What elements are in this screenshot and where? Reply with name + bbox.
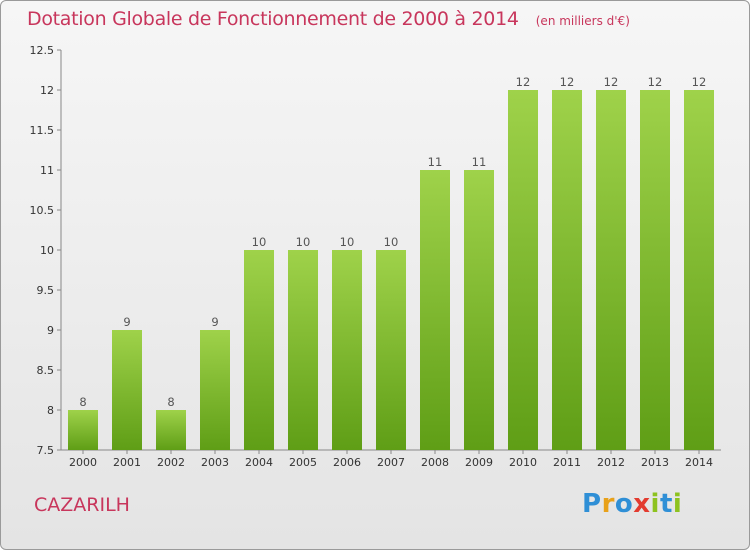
- x-tick-label-2010: 2010: [509, 456, 537, 469]
- chart-subtitle: (en milliers d'€): [535, 14, 630, 28]
- x-tick-label-2003: 2003: [201, 456, 229, 469]
- x-tick-label-2001: 2001: [113, 456, 141, 469]
- data-label-2010: 12: [516, 75, 531, 89]
- data-label-2006: 10: [340, 235, 355, 249]
- brand-letter: P: [582, 489, 602, 519]
- data-label-2012: 12: [604, 75, 619, 89]
- bar-2009: [464, 170, 494, 450]
- bar-2001: [112, 330, 142, 450]
- x-tick-label-2004: 2004: [245, 456, 273, 469]
- proxiti-logo[interactable]: Proxiti: [582, 489, 682, 519]
- chart-y-ticks: 7.5 8 8.5 9 9.5 10 10.5 11 11.5 12 12.5: [30, 44, 61, 457]
- y-tick-label: 9: [47, 324, 54, 337]
- x-tick-label-2005: 2005: [289, 456, 317, 469]
- data-label-2007: 10: [384, 235, 399, 249]
- bar-2014: [684, 90, 714, 450]
- chart-bars: [68, 90, 714, 450]
- y-tick-label: 12: [40, 84, 54, 97]
- y-tick-label: 11.5: [30, 124, 55, 137]
- data-label-2001: 9: [123, 315, 130, 329]
- x-tick-label-2007: 2007: [377, 456, 405, 469]
- y-tick-label: 8: [47, 404, 54, 417]
- y-tick-label: 10: [40, 244, 54, 257]
- data-label-2005: 10: [296, 235, 311, 249]
- bar-2008: [420, 170, 450, 450]
- x-tick-label-2014: 2014: [685, 456, 713, 469]
- bar-2012: [596, 90, 626, 450]
- y-tick-label: 8.5: [37, 364, 55, 377]
- x-tick-label-2008: 2008: [421, 456, 449, 469]
- data-label-2003: 9: [211, 315, 218, 329]
- bar-2006: [332, 250, 362, 450]
- bar-2002: [156, 410, 186, 450]
- y-tick-label: 12.5: [30, 44, 55, 57]
- data-label-2013: 12: [648, 75, 663, 89]
- y-tick-label: 9.5: [37, 284, 55, 297]
- bar-2003: [200, 330, 230, 450]
- y-tick-label: 11: [40, 164, 54, 177]
- y-tick-label: 7.5: [37, 444, 55, 457]
- bar-2000: [68, 410, 98, 450]
- bar-2005: [288, 250, 318, 450]
- brand-letter: r: [601, 489, 615, 519]
- x-tick-label-2006: 2006: [333, 456, 361, 469]
- x-tick-label-2002: 2002: [157, 456, 185, 469]
- data-label-2002: 8: [167, 395, 174, 409]
- y-tick-label: 10.5: [30, 204, 55, 217]
- brand-letter: x: [633, 489, 651, 519]
- bar-2013: [640, 90, 670, 450]
- data-label-2014: 12: [692, 75, 707, 89]
- x-tick-label-2011: 2011: [553, 456, 581, 469]
- bar-2011: [552, 90, 582, 450]
- brand-letter: o: [614, 489, 634, 519]
- data-label-2008: 11: [428, 155, 443, 169]
- x-tick-label-2000: 2000: [69, 456, 97, 469]
- bar-2004: [244, 250, 274, 450]
- x-tick-label-2013: 2013: [641, 456, 669, 469]
- brand-letter: i: [650, 489, 660, 519]
- data-label-2011: 12: [560, 75, 575, 89]
- data-label-2000: 8: [79, 395, 86, 409]
- chart-title: Dotation Globale de Fonctionnement de 20…: [27, 8, 519, 30]
- x-tick-label-2012: 2012: [597, 456, 625, 469]
- chart-data-labels: 8 9 8 9 10 10 10 10 11 11 12 12 12 12 12: [79, 75, 706, 409]
- bar-2010: [508, 90, 538, 450]
- chart-title-block: Dotation Globale de Fonctionnement de 20…: [27, 8, 630, 30]
- brand-letter: t: [659, 489, 673, 519]
- bar-2007: [376, 250, 406, 450]
- chart-x-ticks: 2000 2001 2002 2003 2004 2005 2006 2007 2008 2009…: [69, 450, 713, 469]
- data-label-2004: 10: [252, 235, 267, 249]
- data-label-2009: 11: [472, 155, 487, 169]
- brand-letter: i: [672, 489, 683, 519]
- commune-name: CAZARILH: [34, 494, 130, 516]
- x-tick-label-2009: 2009: [465, 456, 493, 469]
